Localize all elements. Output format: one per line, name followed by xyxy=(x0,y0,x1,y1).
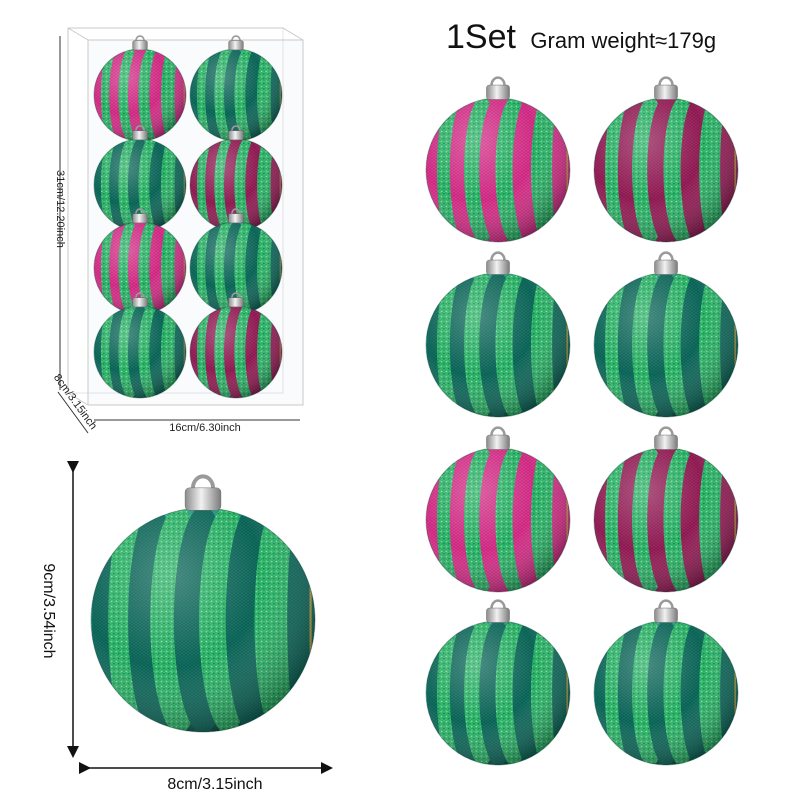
boxed-ornament xyxy=(93,125,187,232)
set-ornament xyxy=(593,76,739,243)
set-ornament xyxy=(425,251,571,418)
set-ornament xyxy=(593,426,739,593)
ball-width-label: 8cm/3.15inch xyxy=(167,776,263,793)
ball-height-label: 9cm/3.54inch xyxy=(40,563,57,659)
boxed-ornament xyxy=(93,208,187,315)
set-ornament xyxy=(425,426,571,593)
boxed-ornament xyxy=(93,292,187,399)
title: 1Set Gram weight≈179g xyxy=(446,18,716,57)
box-dimension-lines xyxy=(57,36,300,434)
set-ornament xyxy=(425,599,571,766)
ball-dimension-arrows xyxy=(67,461,333,774)
box-height-label: 31cm/12.20inch xyxy=(54,170,66,248)
set-label: 1Set xyxy=(446,18,516,56)
box-width-label: 16cm/6.30inch xyxy=(169,422,241,434)
set-ornament xyxy=(425,76,571,243)
boxed-ornament xyxy=(189,292,283,399)
single-ornament-closeup xyxy=(90,474,316,733)
set-ornament xyxy=(593,599,739,766)
set-ornament xyxy=(593,251,739,418)
boxed-ornament xyxy=(189,35,283,142)
boxed-ornament xyxy=(189,125,283,232)
boxed-ornament xyxy=(189,208,283,315)
gram-weight-label: Gram weight≈179g xyxy=(530,28,717,53)
